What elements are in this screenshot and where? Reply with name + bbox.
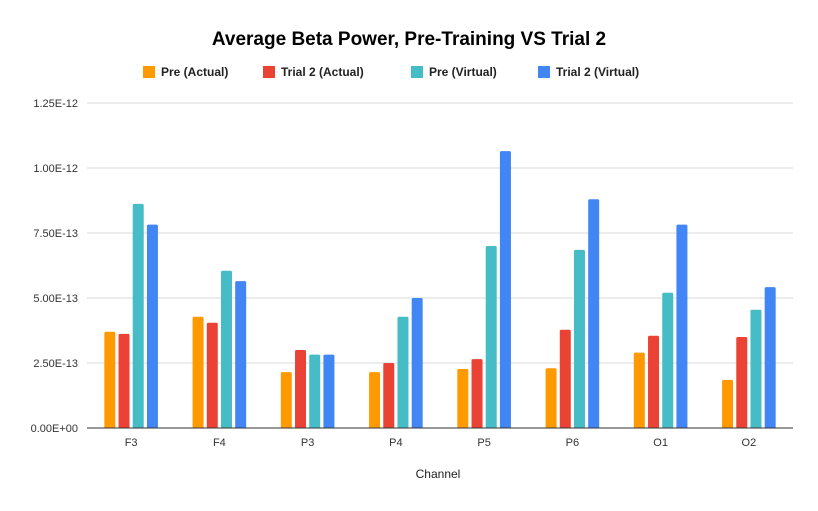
bar (309, 354, 321, 428)
x-tick-label: P4 (389, 437, 402, 449)
bar (132, 203, 144, 428)
chart-title: Average Beta Power, Pre-Training VS Tria… (212, 29, 606, 50)
gridlines (87, 102, 793, 364)
bar (648, 335, 660, 428)
x-tick-label: O1 (653, 437, 668, 449)
bar (397, 316, 409, 428)
bar (573, 249, 585, 428)
bar (559, 329, 571, 428)
x-tick-label: O2 (742, 437, 757, 449)
bar (220, 270, 232, 428)
bar (736, 337, 748, 428)
bar (295, 350, 307, 428)
legend-swatch (411, 66, 423, 78)
bar (471, 359, 483, 428)
y-tick-label: 2.50E-13 (33, 358, 78, 370)
x-tick-label: F4 (213, 437, 226, 449)
legend-label: Pre (Virtual) (429, 65, 497, 79)
y-tick-label: 1.25E-12 (33, 98, 78, 110)
bar (235, 281, 247, 428)
bar (588, 199, 600, 428)
y-tick-label: 5.00E-13 (33, 293, 78, 305)
x-axis-ticks: F3 F4 P3 P4 P5 P6 O1 O2 (125, 437, 757, 449)
bar (662, 292, 674, 428)
bar (457, 368, 469, 428)
legend-swatch (538, 66, 550, 78)
y-axis-ticks: 0.00E+00 2.50E-13 5.00E-13 7.50E-13 1.00E-12… (31, 98, 78, 435)
bar (545, 368, 557, 428)
bar (383, 363, 395, 428)
x-tick-label: P5 (477, 437, 490, 449)
y-tick-label: 1.00E-12 (33, 163, 78, 175)
bar (750, 309, 762, 428)
bar (369, 372, 381, 428)
bar (192, 316, 204, 428)
x-tick-label: F3 (125, 437, 138, 449)
bars (104, 151, 776, 428)
bar (411, 298, 423, 428)
bar (118, 333, 130, 428)
bar (722, 379, 734, 428)
legend-label: Pre (Actual) (161, 65, 228, 79)
bar (676, 224, 688, 428)
bar (485, 246, 497, 428)
bar (499, 151, 511, 428)
x-axis-label: Channel (416, 467, 461, 481)
bar (323, 354, 335, 428)
legend-label: Trial 2 (Actual) (281, 65, 364, 79)
legend-label: Trial 2 (Virtual) (556, 65, 639, 79)
x-tick-label: P3 (301, 437, 314, 449)
legend-swatch (263, 66, 275, 78)
bar (146, 224, 158, 428)
y-tick-label: 7.50E-13 (33, 228, 78, 240)
bar (633, 352, 645, 428)
legend-swatch (143, 66, 155, 78)
y-tick-label: 0.00E+00 (31, 423, 78, 435)
legend: Pre (Actual) Trial 2 (Actual) Pre (Virtual… (143, 65, 639, 79)
x-tick-label: P6 (566, 437, 579, 449)
bar (280, 372, 292, 428)
bar (206, 322, 218, 428)
bar (764, 287, 776, 428)
bar (104, 331, 116, 428)
